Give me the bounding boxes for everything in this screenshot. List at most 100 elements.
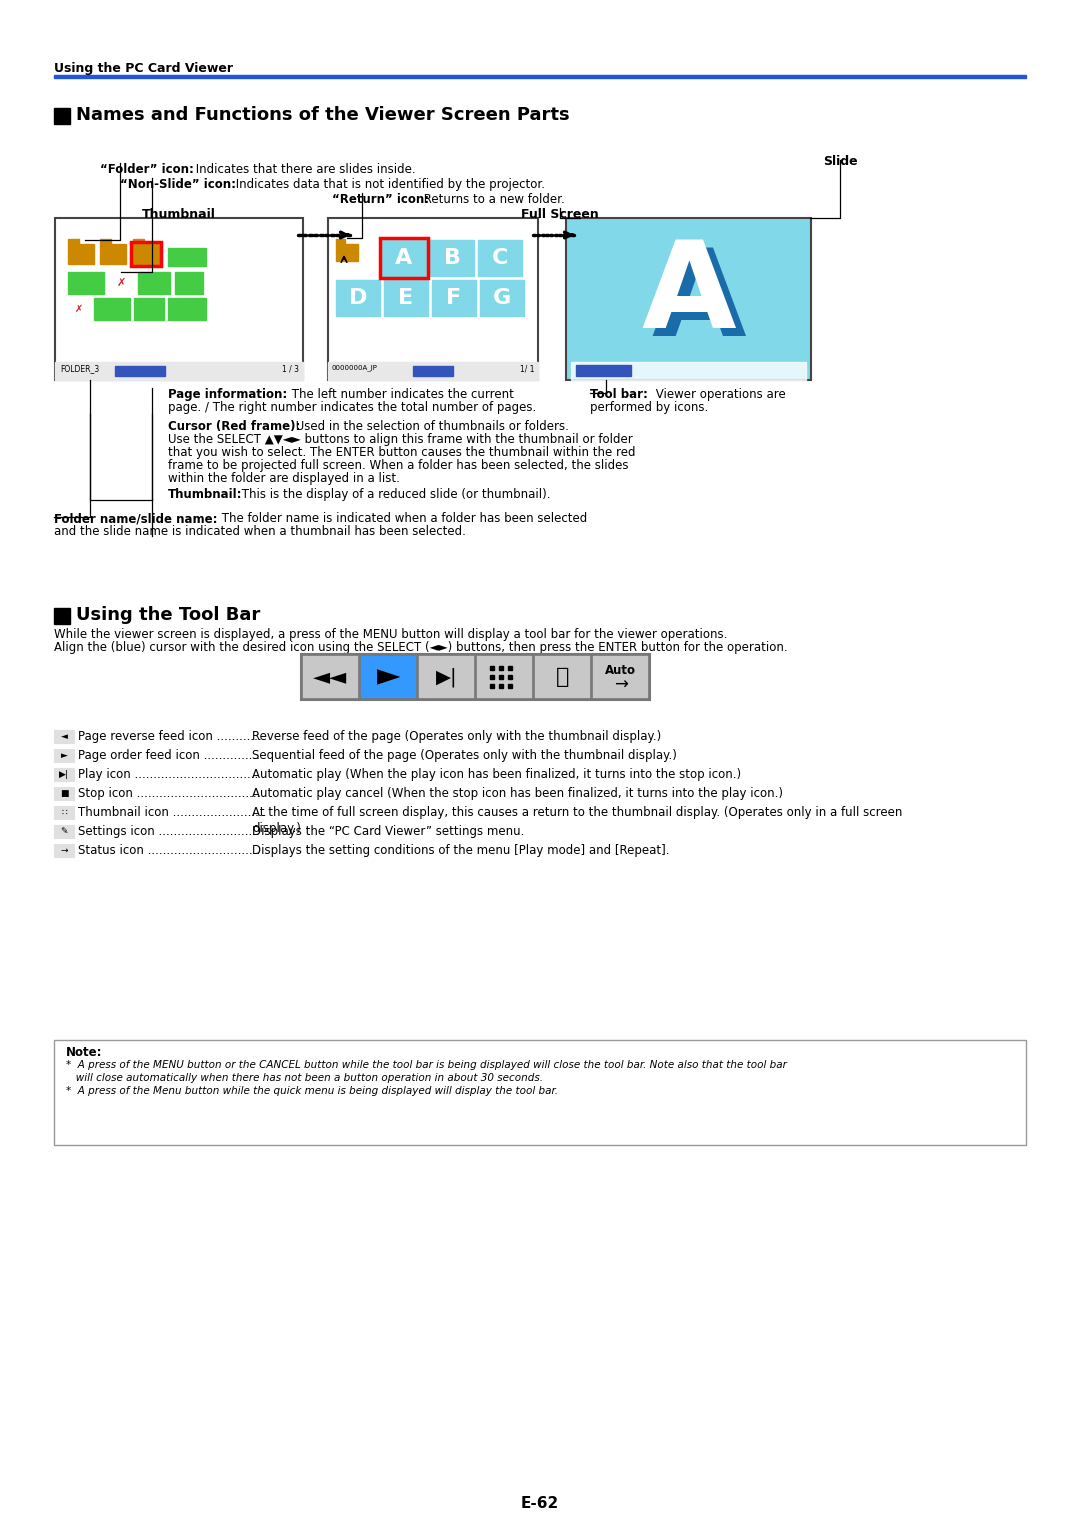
Text: that you wish to select. The ENTER button causes the thumbnail within the red: that you wish to select. The ENTER butto… — [168, 446, 635, 459]
Text: At the time of full screen display, this causes a return to the thumbnail displa: At the time of full screen display, this… — [252, 806, 903, 819]
Bar — [133, 244, 159, 264]
Text: 0000000A_JP: 0000000A_JP — [332, 365, 378, 371]
Text: This is the display of a reduced slide (or thumbnail).: This is the display of a reduced slide (… — [238, 488, 551, 501]
Text: ✗: ✗ — [75, 304, 83, 314]
Text: Used in the selection of thumbnails or folders.: Used in the selection of thumbnails or f… — [292, 420, 569, 433]
Bar — [54, 1041, 1026, 1144]
Text: Displays the “PC Card Viewer” settings menu.: Displays the “PC Card Viewer” settings m… — [252, 826, 525, 838]
Bar — [114, 366, 165, 375]
Text: “Return” icon:: “Return” icon: — [332, 192, 429, 206]
Text: →: → — [613, 676, 627, 694]
Bar — [134, 298, 164, 320]
Text: C: C — [491, 249, 509, 269]
Text: Page reverse feed icon ............: Page reverse feed icon ............ — [78, 729, 261, 743]
Bar — [380, 238, 428, 278]
Text: ►: ► — [60, 751, 67, 760]
Bar — [54, 607, 70, 624]
Bar — [336, 244, 357, 261]
Text: Viewer operations are: Viewer operations are — [652, 388, 786, 401]
Bar — [571, 362, 806, 380]
Text: Status icon ..............................: Status icon ............................… — [78, 844, 260, 858]
Text: Using the PC Card Viewer: Using the PC Card Viewer — [54, 63, 233, 75]
Text: The folder name is indicated when a folder has been selected: The folder name is indicated when a fold… — [218, 513, 588, 525]
Text: ◄: ◄ — [60, 732, 67, 742]
Text: Displays the setting conditions of the menu [Play mode] and [Repeat].: Displays the setting conditions of the m… — [252, 844, 670, 858]
Bar — [328, 218, 538, 380]
Text: Automatic play cancel (When the stop icon has been finalized, it turns into the : Automatic play cancel (When the stop ico… — [252, 787, 783, 800]
Text: Thumbnail icon .........................: Thumbnail icon ......................... — [78, 806, 267, 819]
Text: Names and Functions of the Viewer Screen Parts: Names and Functions of the Viewer Screen… — [76, 105, 569, 124]
Text: Note:: Note: — [66, 1045, 103, 1059]
Bar — [54, 749, 75, 761]
Text: Automatic play (When the play icon has been finalized, it turns into the stop ic: Automatic play (When the play icon has b… — [252, 768, 741, 781]
Text: ⛯: ⛯ — [556, 667, 569, 687]
Text: B: B — [444, 249, 460, 269]
Text: Use the SELECT ▲▼◄► buttons to align this frame with the thumbnail or folder: Use the SELECT ▲▼◄► buttons to align thi… — [168, 433, 633, 446]
Bar — [54, 806, 75, 819]
Bar — [576, 365, 631, 375]
Text: performed by icons.: performed by icons. — [590, 401, 708, 414]
Bar — [54, 768, 75, 781]
Bar — [68, 240, 79, 244]
Text: ►: ► — [377, 662, 401, 691]
Bar — [131, 243, 161, 266]
Bar — [168, 298, 206, 320]
Text: “Non-Slide” icon:: “Non-Slide” icon: — [120, 179, 237, 191]
Text: page. / The right number indicates the total number of pages.: page. / The right number indicates the t… — [168, 401, 537, 414]
Bar — [68, 244, 94, 264]
Bar — [566, 218, 811, 380]
Text: While the viewer screen is displayed, a press of the MENU button will display a : While the viewer screen is displayed, a … — [54, 629, 727, 641]
Text: Returns to a new folder.: Returns to a new folder. — [420, 192, 565, 206]
Text: ✗: ✗ — [117, 278, 125, 288]
Bar — [328, 362, 538, 380]
Text: Using the Tool Bar: Using the Tool Bar — [76, 606, 260, 624]
Text: Page order feed icon ...............: Page order feed icon ............... — [78, 749, 260, 761]
Text: 1 / 3: 1 / 3 — [282, 365, 299, 372]
Bar — [175, 272, 203, 295]
Bar — [94, 298, 130, 320]
Text: ▶|: ▶| — [435, 667, 457, 687]
Bar — [336, 240, 345, 244]
Text: Thumbnail: Thumbnail — [143, 208, 216, 221]
Text: Sequential feed of the page (Operates only with the thumbnail display.): Sequential feed of the page (Operates on… — [252, 749, 677, 761]
Text: Cursor (Red frame):: Cursor (Red frame): — [168, 420, 300, 433]
Bar — [54, 787, 75, 800]
Text: display.): display.) — [252, 823, 301, 835]
Bar — [54, 108, 70, 124]
Bar — [100, 240, 111, 244]
Bar — [480, 279, 524, 316]
Text: FOLDER_3: FOLDER_3 — [60, 365, 99, 372]
Bar — [360, 655, 417, 699]
Text: Tool bar:: Tool bar: — [590, 388, 648, 401]
Bar — [54, 844, 75, 858]
Text: D: D — [349, 288, 367, 308]
Text: A: A — [642, 235, 735, 353]
Bar — [384, 279, 428, 316]
Text: Settings icon ...........................: Settings icon ..........................… — [78, 826, 260, 838]
Text: *  A press of the Menu button while the quick menu is being displayed will displ: * A press of the Menu button while the q… — [66, 1087, 558, 1096]
Text: Stop icon .................................: Stop icon ..............................… — [78, 787, 260, 800]
Bar — [432, 279, 476, 316]
Bar — [54, 826, 75, 838]
Text: Folder name/slide name:: Folder name/slide name: — [54, 513, 217, 525]
Text: A: A — [651, 244, 746, 360]
Text: Slide: Slide — [823, 156, 858, 168]
Bar — [534, 655, 591, 699]
Bar — [108, 272, 134, 295]
Text: A: A — [395, 249, 413, 269]
Text: G: G — [492, 288, 511, 308]
Text: ■: ■ — [59, 789, 68, 798]
Text: ▶|: ▶| — [59, 771, 69, 778]
Bar — [138, 272, 170, 295]
Bar — [478, 240, 522, 276]
Bar — [418, 655, 475, 699]
Text: *  A press of the MENU button or the CANCEL button while the tool bar is being d: * A press of the MENU button or the CANC… — [66, 1061, 787, 1070]
Text: The left number indicates the current: The left number indicates the current — [288, 388, 514, 401]
Text: E-62: E-62 — [521, 1495, 559, 1511]
Bar — [301, 655, 650, 700]
Text: Indicates that there are slides inside.: Indicates that there are slides inside. — [192, 163, 416, 175]
Text: Full Screen: Full Screen — [522, 208, 599, 221]
Text: Indicates data that is not identified by the projector.: Indicates data that is not identified by… — [232, 179, 545, 191]
Text: Auto: Auto — [605, 664, 636, 676]
Text: ✎: ✎ — [60, 827, 68, 836]
